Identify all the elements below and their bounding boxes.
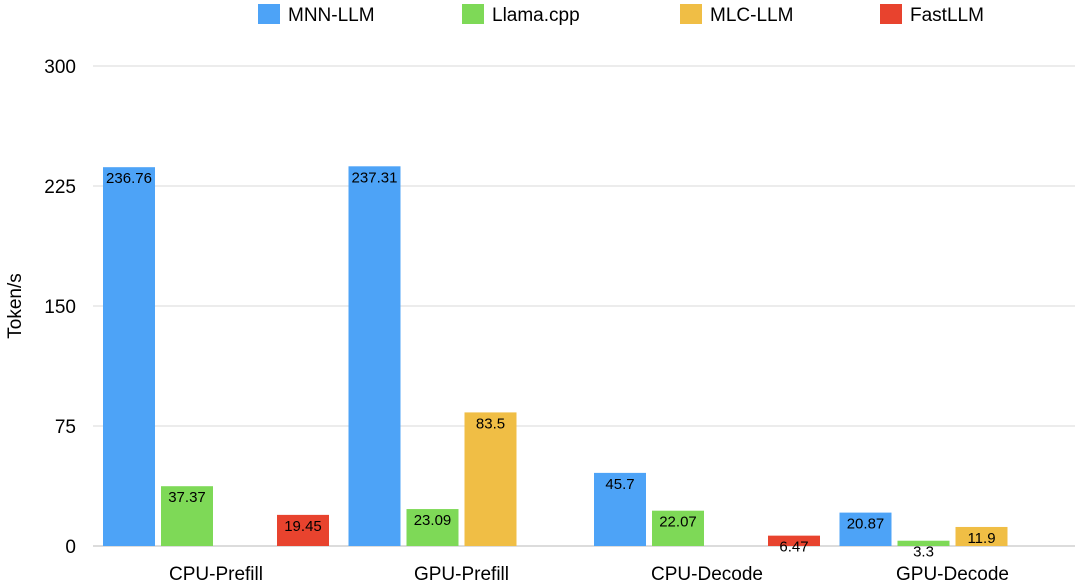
y-tick-label: 0 xyxy=(65,537,76,558)
data-label: 19.45 xyxy=(284,518,322,535)
legend-swatch xyxy=(880,4,902,24)
gridlines xyxy=(93,65,1075,547)
y-tick-label: 150 xyxy=(44,297,76,318)
y-axis-title: Token/s xyxy=(5,273,26,338)
x-category-label: CPU-Decode xyxy=(651,564,763,583)
bars xyxy=(103,166,1008,546)
data-label: 37.37 xyxy=(168,489,206,506)
x-category-label: GPU-Prefill xyxy=(414,564,509,583)
data-label: 236.76 xyxy=(106,170,152,187)
bar-mnn-llm-cpu-decode xyxy=(594,472,646,546)
data-labels: 236.76 37.37 19.45 237.31 23.09 83.5 45.7 22.07… xyxy=(106,169,995,560)
y-axis-ticks: 0 75 150 225 300 xyxy=(44,57,76,558)
data-label: 45.7 xyxy=(605,476,634,493)
data-label: 22.07 xyxy=(659,514,697,531)
legend-swatch xyxy=(680,4,702,24)
bar-mlc-llm-gpu-decode xyxy=(955,526,1008,546)
y-tick-label: 75 xyxy=(55,417,76,438)
bar-llama-cpp-gpu-prefill xyxy=(406,509,459,546)
data-label: 6.47 xyxy=(779,539,808,556)
bar-mnn-llm-cpu-prefill xyxy=(103,167,155,546)
data-label: 237.31 xyxy=(352,169,398,186)
legend-label: MLC-LLM xyxy=(710,5,793,26)
bar-mlc-llm-gpu-prefill xyxy=(464,412,517,546)
data-label: 83.5 xyxy=(476,415,505,432)
x-category-label: CPU-Prefill xyxy=(169,564,263,583)
legend-label: MNN-LLM xyxy=(288,5,375,26)
bar-fastllm-cpu-decode xyxy=(768,535,820,546)
x-category-label: GPU-Decode xyxy=(896,564,1009,583)
y-tick-label: 300 xyxy=(44,57,76,78)
bar-fastllm-cpu-prefill xyxy=(277,514,329,546)
legend: MNN-LLM Llama.cpp MLC-LLM FastLLM xyxy=(258,4,984,26)
legend-swatch xyxy=(258,4,280,24)
data-label: 3.3 xyxy=(913,544,934,561)
legend-label: Llama.cpp xyxy=(492,5,580,26)
bar-llama-cpp-cpu-decode xyxy=(652,510,704,546)
bar-llama-cpp-cpu-prefill xyxy=(161,486,213,546)
bar-mnn-llm-gpu-decode xyxy=(839,512,892,546)
data-label: 20.87 xyxy=(847,516,885,533)
bar-mnn-llm-gpu-prefill xyxy=(348,166,401,546)
legend-swatch xyxy=(462,4,484,24)
x-axis-categories: CPU-Prefill GPU-Prefill CPU-Decode GPU-Deco… xyxy=(169,564,1009,583)
data-label: 23.09 xyxy=(414,512,452,529)
y-tick-label: 225 xyxy=(44,177,76,198)
data-label: 11.9 xyxy=(967,530,995,547)
bar-llama-cpp-gpu-decode xyxy=(897,540,950,546)
legend-label: FastLLM xyxy=(910,5,984,26)
